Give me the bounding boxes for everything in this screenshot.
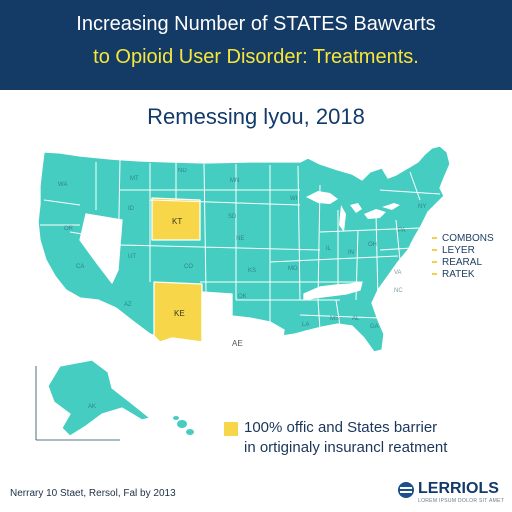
- state-label-wyoming: KT: [172, 217, 182, 226]
- globe-icon: [398, 482, 414, 498]
- svg-text:MT: MT: [130, 176, 139, 182]
- footer-note: Nerrary 10 Staet, Rersol, Fal by 2013: [10, 488, 176, 499]
- side-legend-item: REARAL: [432, 257, 494, 269]
- svg-text:MS: MS: [330, 316, 339, 322]
- svg-text:ND: ND: [178, 168, 187, 174]
- svg-text:CO: CO: [184, 264, 193, 270]
- svg-text:UT: UT: [128, 254, 136, 260]
- svg-text:IN: IN: [348, 250, 354, 256]
- side-legend: COMBONS LEYER REARAL RATEK: [432, 233, 494, 281]
- legend-text-line-2: in ortiginaly insurancl reatment: [244, 439, 448, 456]
- map-landmass: [37, 145, 451, 393]
- title-line-1: Increasing Number of STATES Bawvarts: [76, 13, 436, 35]
- brand-logo: LERRIOLS LOREM IPSUM DOLOR SIT AMET: [398, 480, 505, 504]
- svg-text:IL: IL: [326, 246, 332, 252]
- svg-text:SD: SD: [228, 214, 237, 220]
- state-label-texas: AE: [232, 339, 243, 348]
- logo-name: LERRIOLS: [418, 480, 499, 497]
- svg-text:GA: GA: [370, 324, 379, 330]
- svg-text:VA: VA: [394, 270, 402, 276]
- logo-tagline: LOREM IPSUM DOLOR SIT AMET: [418, 498, 505, 504]
- map-subtitle: Remessing lyou, 2018: [147, 104, 365, 129]
- title-line-2: to Opioid User Disorder: Treatments.: [93, 46, 419, 68]
- svg-text:AL: AL: [352, 316, 360, 322]
- svg-text:OH: OH: [368, 242, 377, 248]
- state-label-new-mexico: KE: [174, 309, 185, 318]
- svg-text:KS: KS: [248, 268, 256, 274]
- svg-text:WI: WI: [290, 196, 298, 202]
- svg-text:MN: MN: [230, 178, 239, 184]
- svg-text:NY: NY: [418, 204, 426, 210]
- svg-text:PA: PA: [398, 228, 406, 234]
- state-texas: [171, 291, 285, 395]
- svg-text:NC: NC: [394, 288, 403, 294]
- header-banner: Increasing Number of STATES Bawvarts to …: [0, 0, 512, 90]
- svg-text:ID: ID: [128, 206, 135, 212]
- alaska-inset-frame: [35, 366, 120, 441]
- side-legend-item: LEYER: [432, 245, 494, 257]
- legend-text-line-1: 100% offic and States barrier: [244, 419, 438, 436]
- state-alaska: [47, 359, 152, 437]
- svg-text:OR: OR: [64, 226, 74, 232]
- great-lakes: [306, 191, 400, 232]
- svg-text:NE: NE: [236, 236, 244, 242]
- us-map: WA MT ND MN WI OR ID SD NE CA UT CO KS MO AZ OK LA M…: [35, 145, 451, 441]
- side-legend-item: COMBONS: [432, 233, 494, 245]
- side-legend-item: RATEK: [432, 269, 494, 281]
- svg-text:MO: MO: [288, 266, 298, 272]
- state-wyoming: [151, 197, 201, 241]
- svg-text:AK: AK: [88, 404, 96, 410]
- svg-text:WA: WA: [58, 182, 67, 188]
- svg-text:CA: CA: [76, 264, 84, 270]
- svg-text:AZ: AZ: [124, 302, 132, 308]
- legend-swatch: [224, 422, 238, 436]
- state-hawaii: [173, 416, 194, 435]
- state-nevada: [79, 213, 123, 284]
- svg-text:OK: OK: [238, 294, 247, 300]
- svg-text:LA: LA: [302, 322, 309, 328]
